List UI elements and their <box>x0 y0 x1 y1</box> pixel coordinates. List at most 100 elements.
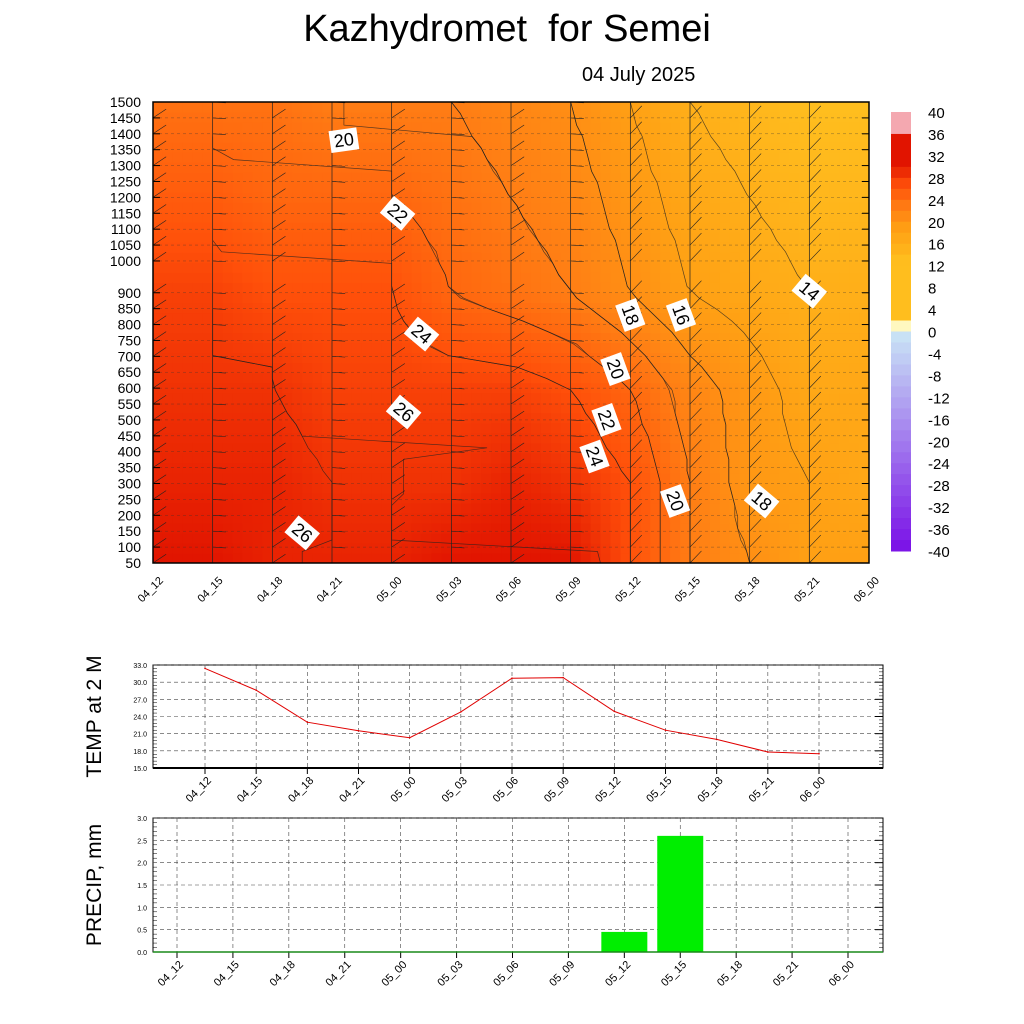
x-tick-label: 05_03 <box>434 575 464 605</box>
heatmap-cell <box>302 102 313 113</box>
heatmap-cell <box>789 512 800 524</box>
heatmap-cell <box>660 512 671 524</box>
colorbar-swatch <box>891 309 911 322</box>
heatmap-cell <box>202 112 214 123</box>
heatmap-cell <box>232 462 244 474</box>
heatmap-cell <box>709 442 721 454</box>
heatmap-cell <box>282 372 293 384</box>
wind-barb <box>689 407 702 421</box>
heatmap-cell <box>282 542 293 554</box>
wind-barb <box>391 251 405 262</box>
heatmap-cell <box>461 362 472 374</box>
heatmap-cell <box>162 252 174 263</box>
heatmap-cell <box>222 152 234 163</box>
heatmap-cell <box>461 152 472 163</box>
x-tick-label: 04_15 <box>235 775 265 805</box>
heatmap-cell <box>312 172 323 183</box>
heatmap-cell <box>421 202 433 213</box>
heatmap-cell <box>182 262 194 273</box>
heatmap-cell <box>341 212 353 223</box>
heatmap-cell <box>530 212 542 223</box>
heatmap-cell <box>809 182 820 193</box>
heatmap-cell <box>620 232 631 243</box>
heatmap-cell <box>530 342 542 354</box>
heatmap-cell <box>381 112 393 123</box>
heatmap-cell <box>859 372 869 384</box>
heatmap-cell <box>182 392 194 404</box>
heatmap-cell <box>172 282 184 294</box>
heatmap-cell <box>501 362 512 374</box>
heatmap-cell <box>451 522 462 534</box>
heatmap-cell <box>859 432 869 444</box>
heatmap-cell <box>839 422 850 434</box>
heatmap-cell <box>690 542 701 554</box>
wind-barb <box>212 117 226 119</box>
heatmap-cell <box>332 282 343 294</box>
heatmap-cell <box>859 172 869 183</box>
heatmap-cell <box>162 502 174 514</box>
heatmap-cell <box>511 362 522 374</box>
heatmap-cell <box>620 192 631 203</box>
heatmap-cell <box>491 312 502 324</box>
heatmap-cell <box>312 332 323 344</box>
heatmap-cell <box>361 142 373 153</box>
heatmap-cell <box>809 552 820 563</box>
heatmap-cell <box>580 292 592 304</box>
heatmap-cell <box>690 152 701 163</box>
heatmap-cell <box>282 502 293 514</box>
heatmap-cell <box>471 442 482 454</box>
heatmap-cell <box>600 122 612 133</box>
wind-barb <box>451 499 465 501</box>
heatmap-cell <box>212 122 224 133</box>
heatmap-cell <box>660 232 671 243</box>
heatmap-cell <box>242 222 254 233</box>
heatmap-cell <box>650 452 661 464</box>
heatmap-cell <box>749 312 761 324</box>
heatmap-cell <box>182 462 194 474</box>
heatmap-cell <box>839 162 850 173</box>
heatmap-cell <box>312 102 323 113</box>
heatmap-cell <box>341 482 353 494</box>
heatmap-cell <box>312 282 323 294</box>
heatmap-cell <box>849 332 860 344</box>
heatmap-cell <box>162 152 174 163</box>
heatmap-cell <box>729 232 741 243</box>
heatmap-cell <box>461 452 472 464</box>
heatmap-cell <box>481 462 492 474</box>
heatmap-cell <box>371 332 383 344</box>
heatmap-cell <box>302 292 313 304</box>
heatmap-cell <box>759 112 771 123</box>
heatmap-cell <box>232 452 244 464</box>
heatmap-cell <box>202 432 214 444</box>
heatmap-cell <box>709 452 721 464</box>
heatmap-cell <box>819 432 830 444</box>
heatmap-cell <box>739 192 751 203</box>
heatmap-cell <box>351 392 363 404</box>
heatmap-cell <box>172 392 184 404</box>
heatmap-cell <box>799 552 810 563</box>
wind-barb <box>570 324 584 326</box>
heatmap-cell <box>530 292 542 304</box>
heatmap-cell <box>461 542 472 554</box>
heatmap-cell <box>620 142 631 153</box>
heatmap-cell <box>302 552 313 563</box>
heatmap-cell <box>471 322 482 334</box>
contour-label-text: 20 <box>333 129 356 152</box>
wind-barb <box>331 260 346 263</box>
heatmap-cell <box>282 132 293 143</box>
heatmap-cell <box>530 112 542 123</box>
heatmap-cell <box>819 452 830 464</box>
heatmap-cell <box>192 102 204 113</box>
heatmap-cell <box>680 162 691 173</box>
wind-barb <box>153 347 167 357</box>
heatmap-cell <box>660 292 671 304</box>
heatmap-cell <box>779 172 791 183</box>
heatmap-cell <box>560 492 572 504</box>
heatmap-cell <box>839 112 850 123</box>
heatmap-cell <box>680 392 691 404</box>
heatmap-cell <box>580 492 592 504</box>
heatmap-cell <box>292 252 303 263</box>
heatmap-cell <box>381 342 393 354</box>
heatmap-cell <box>729 112 741 123</box>
heatmap-cell <box>172 342 184 354</box>
